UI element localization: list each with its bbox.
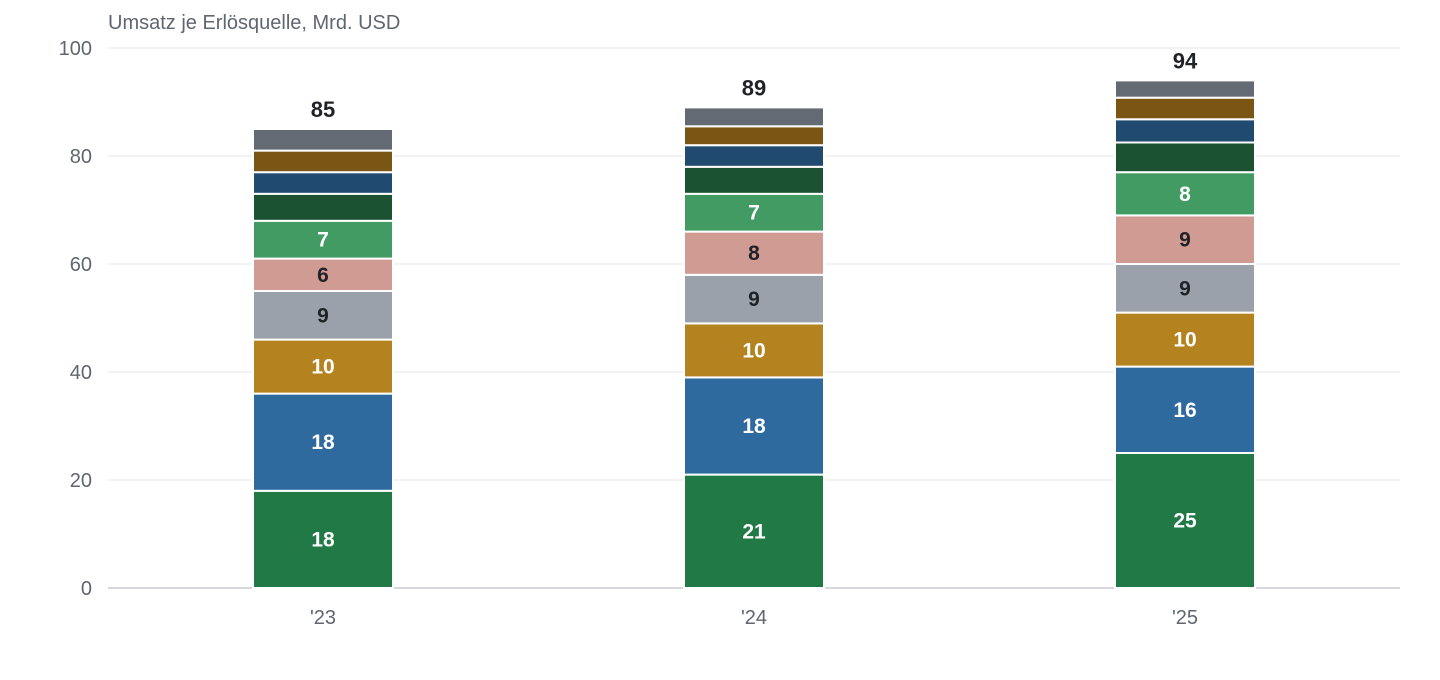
bar-segment — [1114, 96, 1256, 121]
y-tick-label: 20 — [70, 470, 92, 492]
x-tick-label: '25 — [1172, 607, 1198, 629]
segment-value-label: 10 — [311, 356, 334, 379]
segment-value-label: 8 — [748, 242, 760, 265]
bar-total-label: 94 — [1173, 48, 1198, 73]
bar-segment — [683, 473, 825, 590]
bar-total-label: 89 — [742, 75, 766, 100]
bar-segment — [252, 128, 394, 152]
segment-value-label: 16 — [1173, 399, 1196, 422]
segment-value-label: 7 — [748, 202, 760, 225]
bar-segment — [1114, 214, 1256, 265]
bar-segment — [1114, 365, 1256, 455]
chart-title: Umsatz je Erlösquelle, Mrd. USD — [108, 12, 401, 34]
segment-value-label: 6 — [317, 264, 329, 287]
bar-segment — [1114, 311, 1256, 368]
bar-segment — [1114, 452, 1256, 589]
bar-segment — [1114, 118, 1256, 144]
bar-segment — [683, 322, 825, 379]
segment-value-label: 21 — [742, 520, 766, 543]
bar-segment — [683, 125, 825, 147]
bar-segment — [683, 230, 825, 276]
segment-value-label: 18 — [311, 528, 335, 551]
y-tick-label: 100 — [59, 38, 92, 60]
bar-segment — [252, 171, 394, 195]
bar-segment — [252, 219, 394, 260]
segment-value-label: 9 — [748, 288, 760, 311]
bar-segment — [252, 392, 394, 492]
bar-segment — [1114, 79, 1256, 99]
segment-value-label: 10 — [1173, 329, 1196, 352]
bar-segment — [683, 144, 825, 168]
segment-value-label: 9 — [1179, 229, 1191, 252]
x-tick-label: '23 — [310, 607, 336, 629]
y-tick-label: 40 — [70, 362, 92, 384]
bar-segment — [683, 376, 825, 476]
bar-segment — [252, 149, 394, 174]
y-tick-label: 80 — [70, 146, 92, 168]
segment-value-label: 10 — [742, 339, 765, 362]
bar-segment — [1114, 263, 1256, 314]
bar-segment — [1114, 171, 1256, 217]
bar-segment — [252, 489, 394, 589]
bar-segment — [252, 192, 394, 222]
segment-value-label: 7 — [317, 229, 329, 252]
bar-segment — [683, 192, 825, 233]
segment-value-label: 8 — [1179, 183, 1191, 206]
bar-segment — [683, 165, 825, 195]
segment-value-label: 18 — [742, 415, 766, 438]
x-tick-label: '24 — [741, 607, 767, 629]
y-tick-label: 60 — [70, 254, 92, 276]
segment-value-label: 9 — [1179, 277, 1191, 300]
segment-value-label: 25 — [1173, 510, 1197, 533]
y-tick-label: 0 — [81, 578, 92, 600]
bar-total-label: 85 — [311, 97, 335, 122]
bar-segment — [1114, 141, 1256, 174]
segment-value-label: 9 — [317, 304, 329, 327]
segment-value-label: 18 — [311, 431, 335, 454]
bar-segment — [683, 106, 825, 128]
